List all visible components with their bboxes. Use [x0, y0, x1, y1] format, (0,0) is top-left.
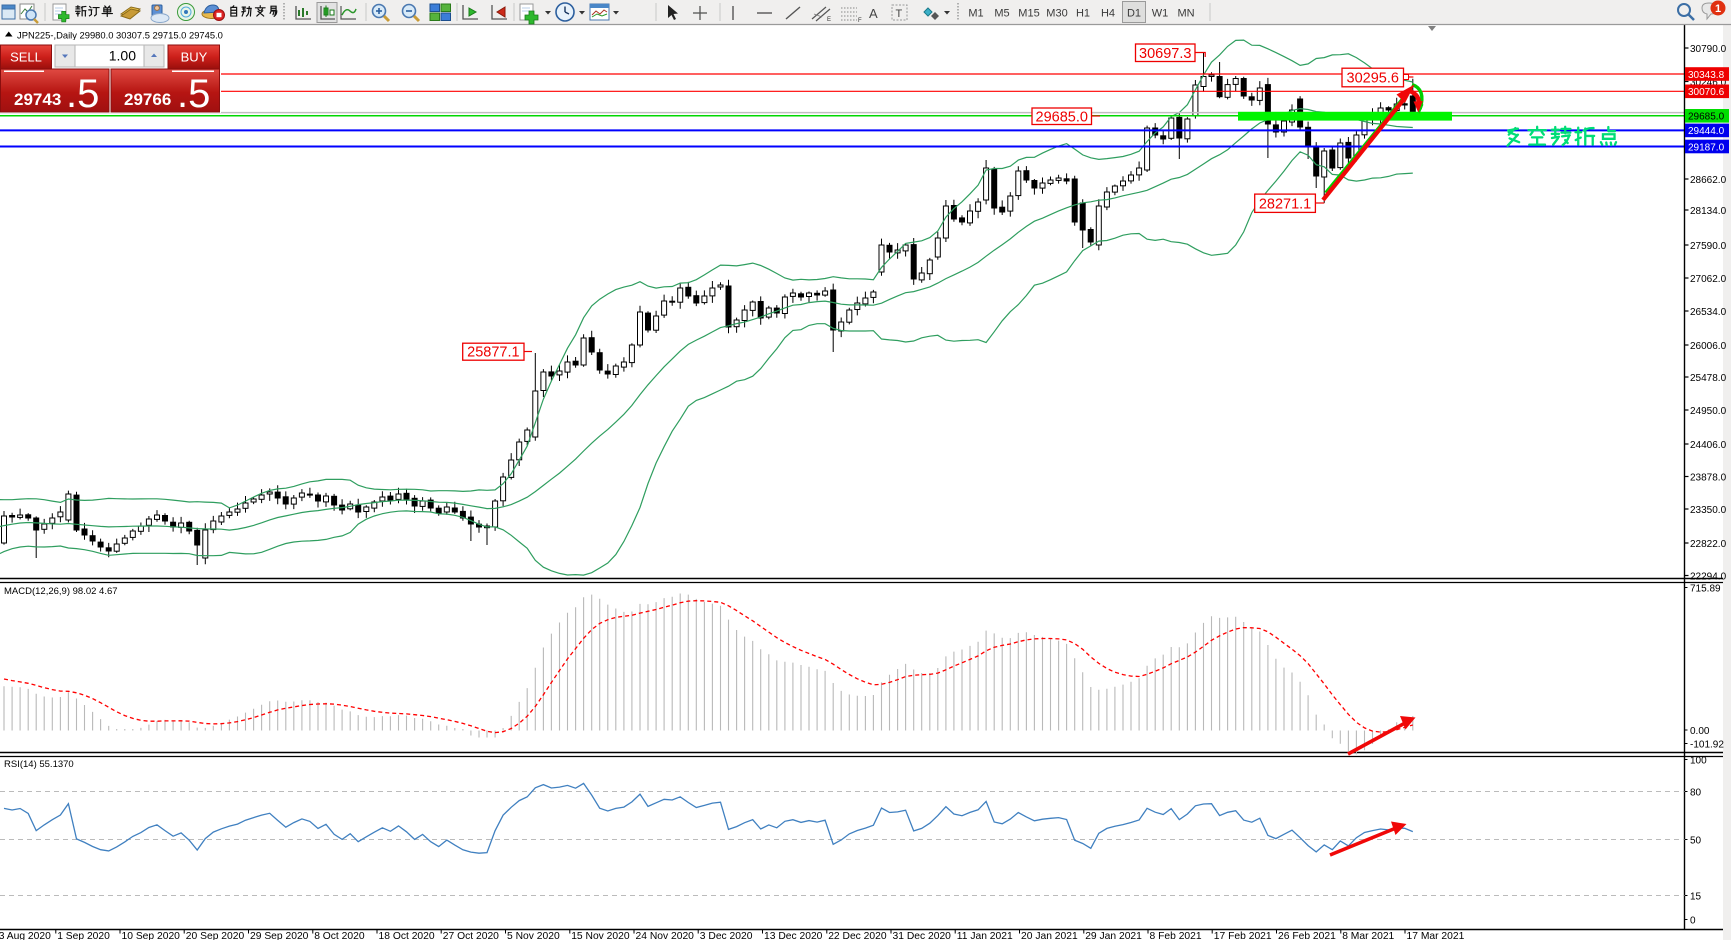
svg-text:29766: 29766	[124, 90, 171, 109]
svg-text:25877.1: 25877.1	[467, 345, 519, 361]
svg-text:T: T	[896, 8, 903, 20]
svg-text:17 Feb 2021: 17 Feb 2021	[1214, 931, 1272, 940]
svg-text:20 Sep 2020: 20 Sep 2020	[186, 931, 245, 940]
svg-text:23878.0: 23878.0	[1690, 472, 1727, 483]
svg-text:28134.0: 28134.0	[1690, 206, 1727, 217]
svg-text:3 Dec 2020: 3 Dec 2020	[700, 931, 753, 940]
svg-text:24406.0: 24406.0	[1690, 440, 1727, 451]
svg-text:13 Dec 2020: 13 Dec 2020	[764, 931, 823, 940]
svg-text:H4: H4	[1101, 8, 1115, 20]
svg-text:1 Sep 2020: 1 Sep 2020	[57, 931, 110, 940]
svg-text:22822.0: 22822.0	[1690, 539, 1727, 550]
svg-text:29685.0: 29685.0	[1688, 112, 1725, 123]
svg-text:100: 100	[1690, 755, 1707, 766]
svg-text:SELL: SELL	[10, 50, 42, 65]
svg-text:F: F	[858, 18, 862, 24]
svg-text:MACD(12,26,9) 98.02 4.67: MACD(12,26,9) 98.02 4.67	[4, 586, 118, 597]
svg-text:27062.0: 27062.0	[1690, 274, 1727, 285]
svg-text:31 Dec 2020: 31 Dec 2020	[893, 931, 952, 940]
svg-text:22 Dec 2020: 22 Dec 2020	[828, 931, 887, 940]
svg-text:29743: 29743	[14, 90, 61, 109]
svg-text:BUY: BUY	[181, 50, 208, 65]
svg-text:30790.0: 30790.0	[1690, 44, 1727, 55]
svg-text:1.00: 1.00	[109, 48, 136, 64]
svg-text:24950.0: 24950.0	[1690, 406, 1727, 417]
svg-text:28662.0: 28662.0	[1690, 175, 1727, 186]
svg-text:20 Jan 2021: 20 Jan 2021	[1021, 931, 1078, 940]
svg-text:0: 0	[1690, 915, 1696, 926]
svg-text:29 Jan 2021: 29 Jan 2021	[1085, 931, 1142, 940]
svg-text:.5: .5	[177, 72, 210, 116]
svg-text:28271.1: 28271.1	[1259, 196, 1311, 212]
svg-text:26 Feb 2021: 26 Feb 2021	[1278, 931, 1336, 940]
svg-text:17 Mar 2021: 17 Mar 2021	[1407, 931, 1465, 940]
svg-text:A: A	[869, 6, 878, 21]
svg-text:30343.8: 30343.8	[1688, 70, 1725, 81]
svg-text:11 Jan 2021: 11 Jan 2021	[957, 931, 1013, 940]
svg-text:50: 50	[1690, 835, 1702, 846]
svg-text:715.89: 715.89	[1690, 583, 1721, 594]
svg-text:.5: .5	[66, 72, 99, 116]
svg-text:27 Oct 2020: 27 Oct 2020	[443, 931, 499, 940]
svg-text:22294.0: 22294.0	[1690, 571, 1727, 582]
svg-text:15: 15	[1690, 891, 1702, 902]
svg-text:M30: M30	[1046, 8, 1067, 20]
svg-text:8 Feb 2021: 8 Feb 2021	[1150, 931, 1202, 940]
svg-text:E: E	[827, 17, 831, 23]
svg-text:26006.0: 26006.0	[1690, 341, 1727, 352]
svg-text:30070.6: 30070.6	[1688, 87, 1725, 98]
svg-text:-101.92: -101.92	[1690, 739, 1724, 750]
svg-text:M5: M5	[994, 8, 1009, 20]
svg-text:M15: M15	[1018, 8, 1039, 20]
svg-text:W1: W1	[1152, 8, 1169, 20]
svg-text:30295.6: 30295.6	[1347, 71, 1399, 87]
svg-text:29685.0: 29685.0	[1036, 109, 1088, 125]
svg-text:8 Mar 2021: 8 Mar 2021	[1342, 931, 1394, 940]
svg-text:1: 1	[1715, 3, 1721, 15]
svg-text:H1: H1	[1076, 8, 1090, 20]
svg-text:30246.0: 30246.0	[1690, 77, 1727, 88]
svg-text:29444.0: 29444.0	[1688, 126, 1725, 137]
svg-text:29187.0: 29187.0	[1688, 142, 1725, 153]
svg-text:25478.0: 25478.0	[1690, 373, 1727, 384]
svg-text:0.00: 0.00	[1690, 726, 1710, 737]
svg-text:RSI(14) 55.1370: RSI(14) 55.1370	[4, 759, 74, 770]
svg-text:27590.0: 27590.0	[1690, 241, 1727, 252]
svg-text:8 Oct 2020: 8 Oct 2020	[314, 931, 365, 940]
svg-text:18 Oct 2020: 18 Oct 2020	[379, 931, 435, 940]
svg-text:24 Nov 2020: 24 Nov 2020	[636, 931, 695, 940]
svg-text:5 Nov 2020: 5 Nov 2020	[507, 931, 560, 940]
svg-text:80: 80	[1690, 787, 1702, 798]
svg-text:26534.0: 26534.0	[1690, 307, 1727, 318]
svg-text:23350.0: 23350.0	[1690, 505, 1727, 516]
svg-text:30697.3: 30697.3	[1139, 46, 1191, 62]
svg-text:M1: M1	[968, 8, 983, 20]
svg-text:D1: D1	[1127, 8, 1141, 20]
svg-text:23 Aug 2020: 23 Aug 2020	[0, 931, 51, 940]
svg-text:MN: MN	[1177, 8, 1194, 20]
svg-text:JPN225-,Daily 29980.0 30307.5: JPN225-,Daily 29980.0 30307.5 29715.0 29…	[17, 30, 223, 41]
svg-text:29 Sep 2020: 29 Sep 2020	[250, 931, 309, 940]
svg-text:10 Sep 2020: 10 Sep 2020	[122, 931, 181, 940]
svg-text:15 Nov 2020: 15 Nov 2020	[571, 931, 630, 940]
